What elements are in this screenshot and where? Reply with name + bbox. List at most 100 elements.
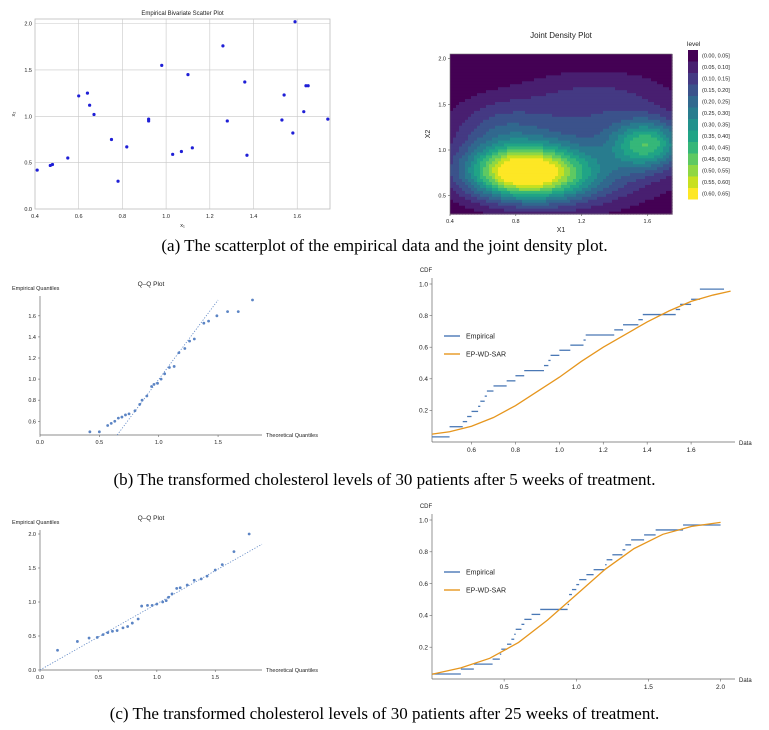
density-cell — [528, 169, 532, 174]
density-cell — [516, 128, 520, 132]
density-cell — [645, 83, 649, 88]
density-cell — [660, 107, 664, 111]
density-cell — [540, 169, 544, 174]
density-cell — [561, 175, 565, 180]
density-cell — [528, 151, 532, 156]
density-cell — [585, 136, 589, 141]
density-cell — [504, 193, 508, 197]
density-cell — [558, 211, 562, 215]
density-cell — [645, 68, 649, 73]
density-cell — [540, 163, 544, 168]
density-cell — [471, 196, 475, 200]
density-cell — [600, 160, 604, 165]
density-cell — [657, 56, 661, 61]
density-cell — [522, 160, 526, 165]
density-cell — [564, 77, 568, 82]
density-cell — [540, 154, 544, 159]
density-cell — [627, 71, 631, 76]
density-cell — [495, 65, 499, 70]
density-cell — [603, 110, 607, 114]
qq-point — [163, 372, 167, 376]
qq-panel-c: Q–Q Plot Empirical Quantiles Theoretical Q… — [0, 508, 345, 692]
density-cell — [636, 125, 640, 129]
density-cell — [579, 122, 583, 126]
density-cell — [567, 181, 571, 185]
density-cell — [660, 151, 664, 156]
density-cell — [570, 92, 574, 97]
density-cell — [462, 184, 466, 188]
density-cell — [633, 74, 637, 79]
density-cell — [462, 181, 466, 185]
density-cell — [522, 92, 526, 97]
density-cell — [576, 71, 580, 76]
density-cell — [609, 89, 613, 94]
density-cell — [543, 151, 547, 156]
density-cell — [582, 172, 586, 177]
density-cell — [606, 172, 610, 177]
density-cell — [531, 208, 535, 212]
density-cell — [561, 202, 565, 206]
density-cell — [477, 134, 481, 138]
density-cell — [645, 59, 649, 64]
density-cell — [534, 184, 538, 188]
density-cell — [597, 160, 601, 165]
density-cell — [606, 89, 610, 94]
density-cell — [546, 157, 550, 162]
density-cell — [642, 122, 646, 126]
density-cell — [648, 116, 652, 120]
qq-point — [120, 415, 124, 419]
density-cell — [585, 196, 589, 200]
density-cell — [516, 205, 520, 209]
density-cell — [471, 56, 475, 61]
density-cell — [582, 160, 586, 165]
density-cell — [534, 74, 538, 79]
density-cell — [567, 160, 571, 165]
density-cell — [450, 208, 454, 212]
density-cell — [648, 145, 652, 150]
density-cell — [540, 83, 544, 88]
density-cell — [657, 160, 661, 165]
density-cell — [510, 172, 514, 177]
density-cell — [504, 83, 508, 88]
density-cell — [450, 169, 454, 174]
density-cell — [519, 199, 523, 203]
density-cell — [606, 211, 610, 215]
density-cell — [507, 142, 511, 147]
density-cell — [489, 62, 493, 67]
scatter-point — [179, 149, 184, 154]
density-cell — [471, 178, 475, 183]
density-cell — [576, 92, 580, 97]
density-cell — [567, 151, 571, 156]
density-cell — [450, 134, 454, 138]
qq-point — [56, 648, 59, 652]
density-cell — [525, 139, 529, 144]
density-cell — [642, 107, 646, 111]
density-cell — [660, 175, 664, 180]
density-cell — [483, 154, 487, 159]
density-cell — [450, 89, 454, 94]
density-cell — [621, 77, 625, 82]
density-cell — [510, 160, 514, 165]
density-cell — [540, 160, 544, 165]
density-cell — [639, 56, 643, 61]
density-cell — [471, 104, 475, 108]
density-cell — [477, 178, 481, 183]
density-cell — [558, 136, 562, 141]
density-cell — [660, 193, 664, 197]
density-cell — [501, 184, 505, 188]
density-cell — [657, 77, 661, 82]
density-cell — [507, 148, 511, 153]
density-cell — [519, 157, 523, 162]
density-cell — [465, 145, 469, 150]
density-cell — [645, 166, 649, 171]
density-cell — [486, 157, 490, 162]
density-cell — [495, 178, 499, 183]
density-cell — [663, 187, 667, 191]
density-cell — [453, 172, 457, 177]
density-cell — [546, 95, 550, 100]
density-cell — [633, 193, 637, 197]
density-cell — [567, 148, 571, 153]
density-cell — [543, 86, 547, 91]
density-cell — [525, 134, 529, 138]
chart-title: Q–Q Plot — [138, 281, 165, 288]
